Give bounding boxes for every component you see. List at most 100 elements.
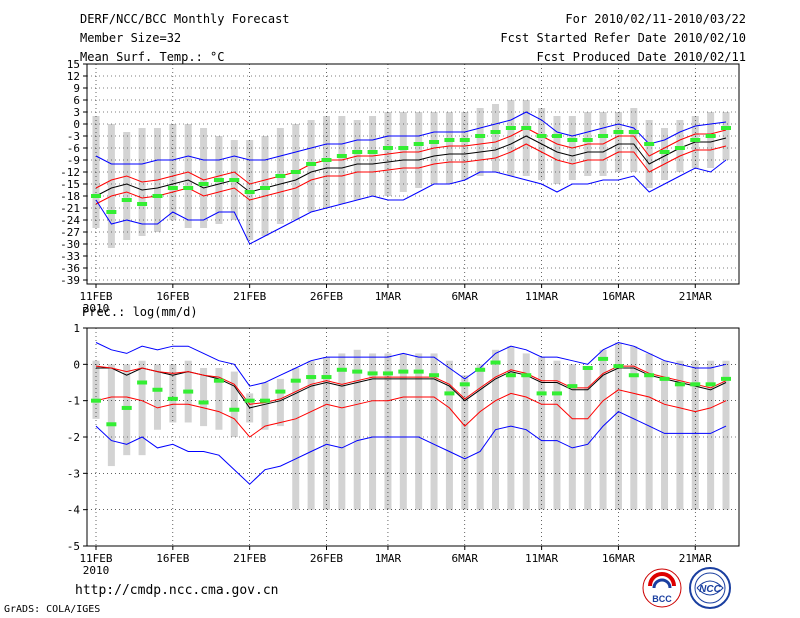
observed-marker [167,396,178,401]
observed-marker [644,373,655,378]
range-box [307,360,315,510]
x-tick-label: 16FEB [156,290,189,303]
y-tick-label: 15 [67,58,80,71]
range-box [722,360,730,510]
observed-marker [490,130,501,134]
observed-marker [567,384,578,389]
y-tick-label: -18 [60,190,80,203]
observed-marker [275,174,286,178]
observed-marker [290,378,301,383]
range-box [553,116,561,184]
x-tick-label: 16FEB [156,552,189,565]
observed-marker [659,376,670,381]
observed-marker [459,382,470,387]
observed-marker [106,422,117,427]
observed-marker [413,142,424,146]
observed-marker [521,126,532,130]
chart-title: DERF/NCC/BCC Monthly Forecast [80,12,290,26]
range-box [107,364,115,467]
x-tick-label: 21MAR [679,552,712,565]
subplot-title: Prec.: log(mm/d) [82,305,198,319]
range-box [322,357,330,510]
observed-marker [628,373,639,378]
range-box [722,112,730,160]
y-tick-label: -3 [67,130,80,143]
range-box [415,112,423,188]
series-mean-sd [95,389,727,438]
range-box [261,382,269,430]
x-tick-label: 11MAR [525,552,558,565]
observed-marker [213,178,224,182]
series-mean-sd [95,127,727,189]
observed-marker [536,391,547,396]
observed-marker [106,210,117,214]
observed-marker [152,194,163,198]
observed-marker [459,138,470,142]
ncc-logo-text: NCC [699,584,721,595]
x-tick-label: 1MAR [375,552,402,565]
range-box [169,364,177,423]
range-box [107,124,115,248]
range-box [476,364,484,510]
x-tick-label: 6MAR [452,552,479,565]
x-tick-label: 11FEB [79,552,112,565]
y-tick-label: -21 [60,202,80,215]
observed-marker [91,194,101,198]
source-url[interactable]: http://cmdp.ncc.cma.gov.cn [75,583,279,598]
observed-marker [336,154,347,158]
observed-marker [644,142,655,146]
observed-marker [598,356,609,361]
observed-marker [551,391,562,396]
member-size: Member Size=32 [80,31,182,45]
observed-marker [721,126,731,130]
y-tick-label: 12 [67,70,80,83]
range-box [492,104,500,172]
observed-marker [321,375,332,380]
observed-marker [690,382,701,387]
observed-marker [613,364,624,369]
series-mean-sd [95,143,727,205]
observed-marker [121,405,132,410]
range-box [645,120,653,188]
x-tick-label: 1MAR [375,290,402,303]
series-ensemble-max [95,111,727,165]
observed-marker [152,387,163,392]
range-box [276,378,284,427]
range-box [384,353,392,510]
y-tick-label: 1 [73,322,80,335]
x-tick-label: 21FEB [233,290,266,303]
observed-marker [321,158,332,162]
range-box [614,342,622,510]
observed-marker [91,398,101,403]
observed-marker [398,369,409,374]
observed-marker [490,360,501,365]
x-tick-label: 26FEB [310,552,343,565]
range-box [476,108,484,176]
range-box [599,349,607,510]
observed-marker [244,398,255,403]
observed-marker [536,134,547,138]
y-tick-label: -12 [60,166,80,179]
observed-marker [213,378,224,383]
observed-marker [674,146,685,150]
range-box [645,353,653,510]
observed-marker [260,186,271,190]
observed-marker [521,373,532,378]
observed-marker [505,126,516,130]
range-box [138,360,146,456]
observed-marker [444,391,455,396]
observed-marker [198,400,209,405]
observed-marker [229,407,240,412]
bcc-logo: BCC [642,568,682,608]
observed-marker [413,369,424,374]
observed-marker [475,134,486,138]
observed-marker [352,150,363,154]
range-box [92,360,100,419]
observed-marker [260,398,271,403]
y-tick-label: 0 [73,118,80,131]
y-tick-label: -4 [67,504,81,517]
observed-marker [398,146,409,150]
variable-label: Mean Surf. Temp.: °C [80,50,225,64]
observed-marker [198,182,209,186]
